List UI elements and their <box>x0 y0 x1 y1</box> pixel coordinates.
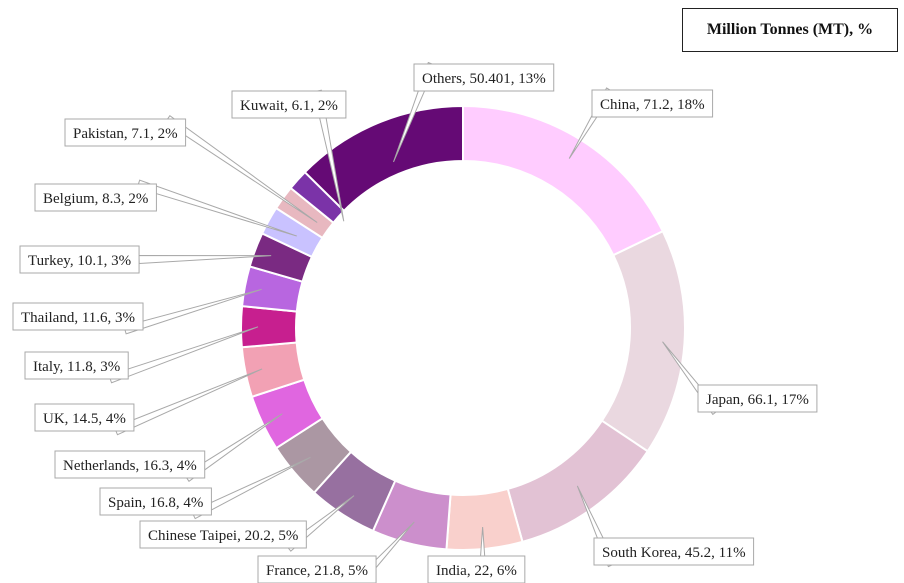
slice-label: Belgium, 8.3, 2% <box>43 191 148 207</box>
slice-label: Others, 50.401, 13% <box>422 71 546 87</box>
slice-label: Kuwait, 6.1, 2% <box>240 98 338 114</box>
slice-label-box <box>64 118 187 147</box>
leader-line <box>113 368 263 436</box>
slice-label: Turkey, 10.1, 3% <box>28 253 131 269</box>
slice-label: India, 22, 6% <box>436 563 517 579</box>
slice-label-box <box>257 555 377 583</box>
leader-line <box>108 326 259 384</box>
slice-india <box>445 487 524 551</box>
slice-label-box <box>413 63 555 92</box>
slice-label-box <box>697 384 818 413</box>
slice-label-box <box>24 351 129 380</box>
slice-label: South Korea, 45.2, 11% <box>602 545 746 561</box>
slice-label: France, 21.8, 5% <box>266 563 368 579</box>
slice-label: Chinese Taipei, 20.2, 5% <box>148 528 298 544</box>
slice-south-korea <box>506 419 650 544</box>
slice-others <box>303 104 464 213</box>
chart-title: Million Tonnes (MT), % <box>682 8 898 52</box>
slice-label-box <box>34 183 157 212</box>
slice-japan <box>600 229 686 453</box>
slice-italy <box>240 305 298 349</box>
slice-label-box <box>231 90 347 119</box>
leader-line <box>136 179 297 237</box>
slice-label: Italy, 11.8, 3% <box>33 359 120 375</box>
slice-label-box <box>139 520 307 549</box>
slice-label: Pakistan, 7.1, 2% <box>73 126 178 142</box>
leader-line <box>164 115 318 223</box>
slice-label: Thailand, 11.6, 3% <box>21 310 135 326</box>
slice-label: Japan, 66.1, 17% <box>706 392 809 408</box>
slice-label: UK, 14.5, 4% <box>43 411 126 427</box>
slice-label-box <box>19 245 140 274</box>
slice-label: Spain, 16.8, 4% <box>108 495 203 511</box>
slice-label: Netherlands, 16.3, 4% <box>63 458 197 474</box>
slice-label-box <box>12 302 144 331</box>
slice-label-box <box>427 555 526 583</box>
slice-label-box <box>34 403 135 432</box>
slice-label: China, 71.2, 18% <box>600 97 705 113</box>
slice-label-box <box>54 450 206 479</box>
slice-label-box <box>591 89 714 118</box>
slice-china <box>462 104 665 257</box>
slice-label-box <box>593 537 755 566</box>
slice-label-box <box>99 487 212 516</box>
